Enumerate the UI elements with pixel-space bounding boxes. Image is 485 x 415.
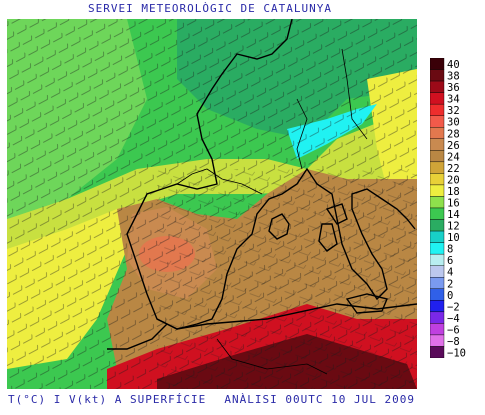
legend-swatch (430, 80, 445, 93)
legend-label: 0 (447, 290, 453, 302)
legend-swatch (430, 242, 445, 255)
legend-label: 14 (447, 209, 460, 221)
legend-swatch (430, 311, 445, 324)
legend-swatch (430, 253, 445, 266)
borders (176, 48, 368, 375)
legend-swatch (430, 103, 445, 116)
legend-label: 22 (447, 163, 460, 175)
legend-label: 24 (447, 151, 460, 163)
legend-label: 40 (447, 59, 460, 71)
legend-swatch (430, 196, 445, 209)
legend-swatch (430, 161, 445, 174)
coastline (107, 19, 417, 350)
legend-swatch (430, 138, 445, 151)
legend-swatch (430, 150, 445, 163)
legend-label: 36 (447, 82, 460, 94)
map-title: SERVEI METEOROLÒGIC DE CATALUNYA (88, 2, 332, 15)
legend-swatch (430, 115, 445, 128)
legend-label: 6 (447, 255, 453, 267)
legend-label: −8 (447, 336, 460, 348)
legend-swatch (430, 300, 445, 313)
legend-swatch (430, 219, 445, 232)
legend-label: 30 (447, 117, 460, 129)
legend-swatch (430, 207, 445, 220)
legend-swatch (430, 323, 445, 336)
legend-label: 16 (447, 198, 460, 210)
legend-swatch (430, 265, 445, 278)
legend-swatch (430, 277, 445, 289)
footer-variable-label: T(°C) I V(kt) A SUPERFÍCIE (8, 393, 207, 406)
legend-label: 32 (447, 105, 460, 117)
legend-swatch (430, 334, 445, 347)
legend-swatch (430, 184, 445, 197)
legend-label: −10 (447, 348, 466, 359)
legend-label: −2 (447, 301, 460, 313)
legend-swatch (430, 173, 445, 186)
legend-label: 34 (447, 94, 460, 106)
legend-label: 20 (447, 174, 460, 186)
legend-swatch (430, 92, 445, 105)
legend-label: 12 (447, 221, 460, 233)
legend-swatch (430, 230, 445, 243)
legend-label: 8 (447, 244, 453, 256)
legend-swatch (430, 288, 445, 301)
temperature-legend: 4038363432302826242220181614121086420−2−… (430, 58, 466, 359)
legend-swatch (430, 127, 445, 139)
legend-label: 26 (447, 140, 460, 152)
legend-label: 4 (447, 267, 453, 279)
legend-swatch (430, 58, 445, 70)
legend-label: 28 (447, 128, 460, 140)
footer-analysis-time: ANÀLISI 00UTC 10 JUL 2009 (224, 393, 415, 406)
legend-swatch (430, 346, 445, 358)
temperature-wind-map (7, 19, 417, 389)
legend-label: 18 (447, 186, 460, 198)
legend-swatch (430, 69, 445, 82)
legend-label: 38 (447, 71, 460, 83)
legend-label: −4 (447, 313, 460, 325)
legend-label: 2 (447, 278, 453, 290)
legend-label: −6 (447, 324, 460, 336)
legend-label: 10 (447, 232, 460, 244)
